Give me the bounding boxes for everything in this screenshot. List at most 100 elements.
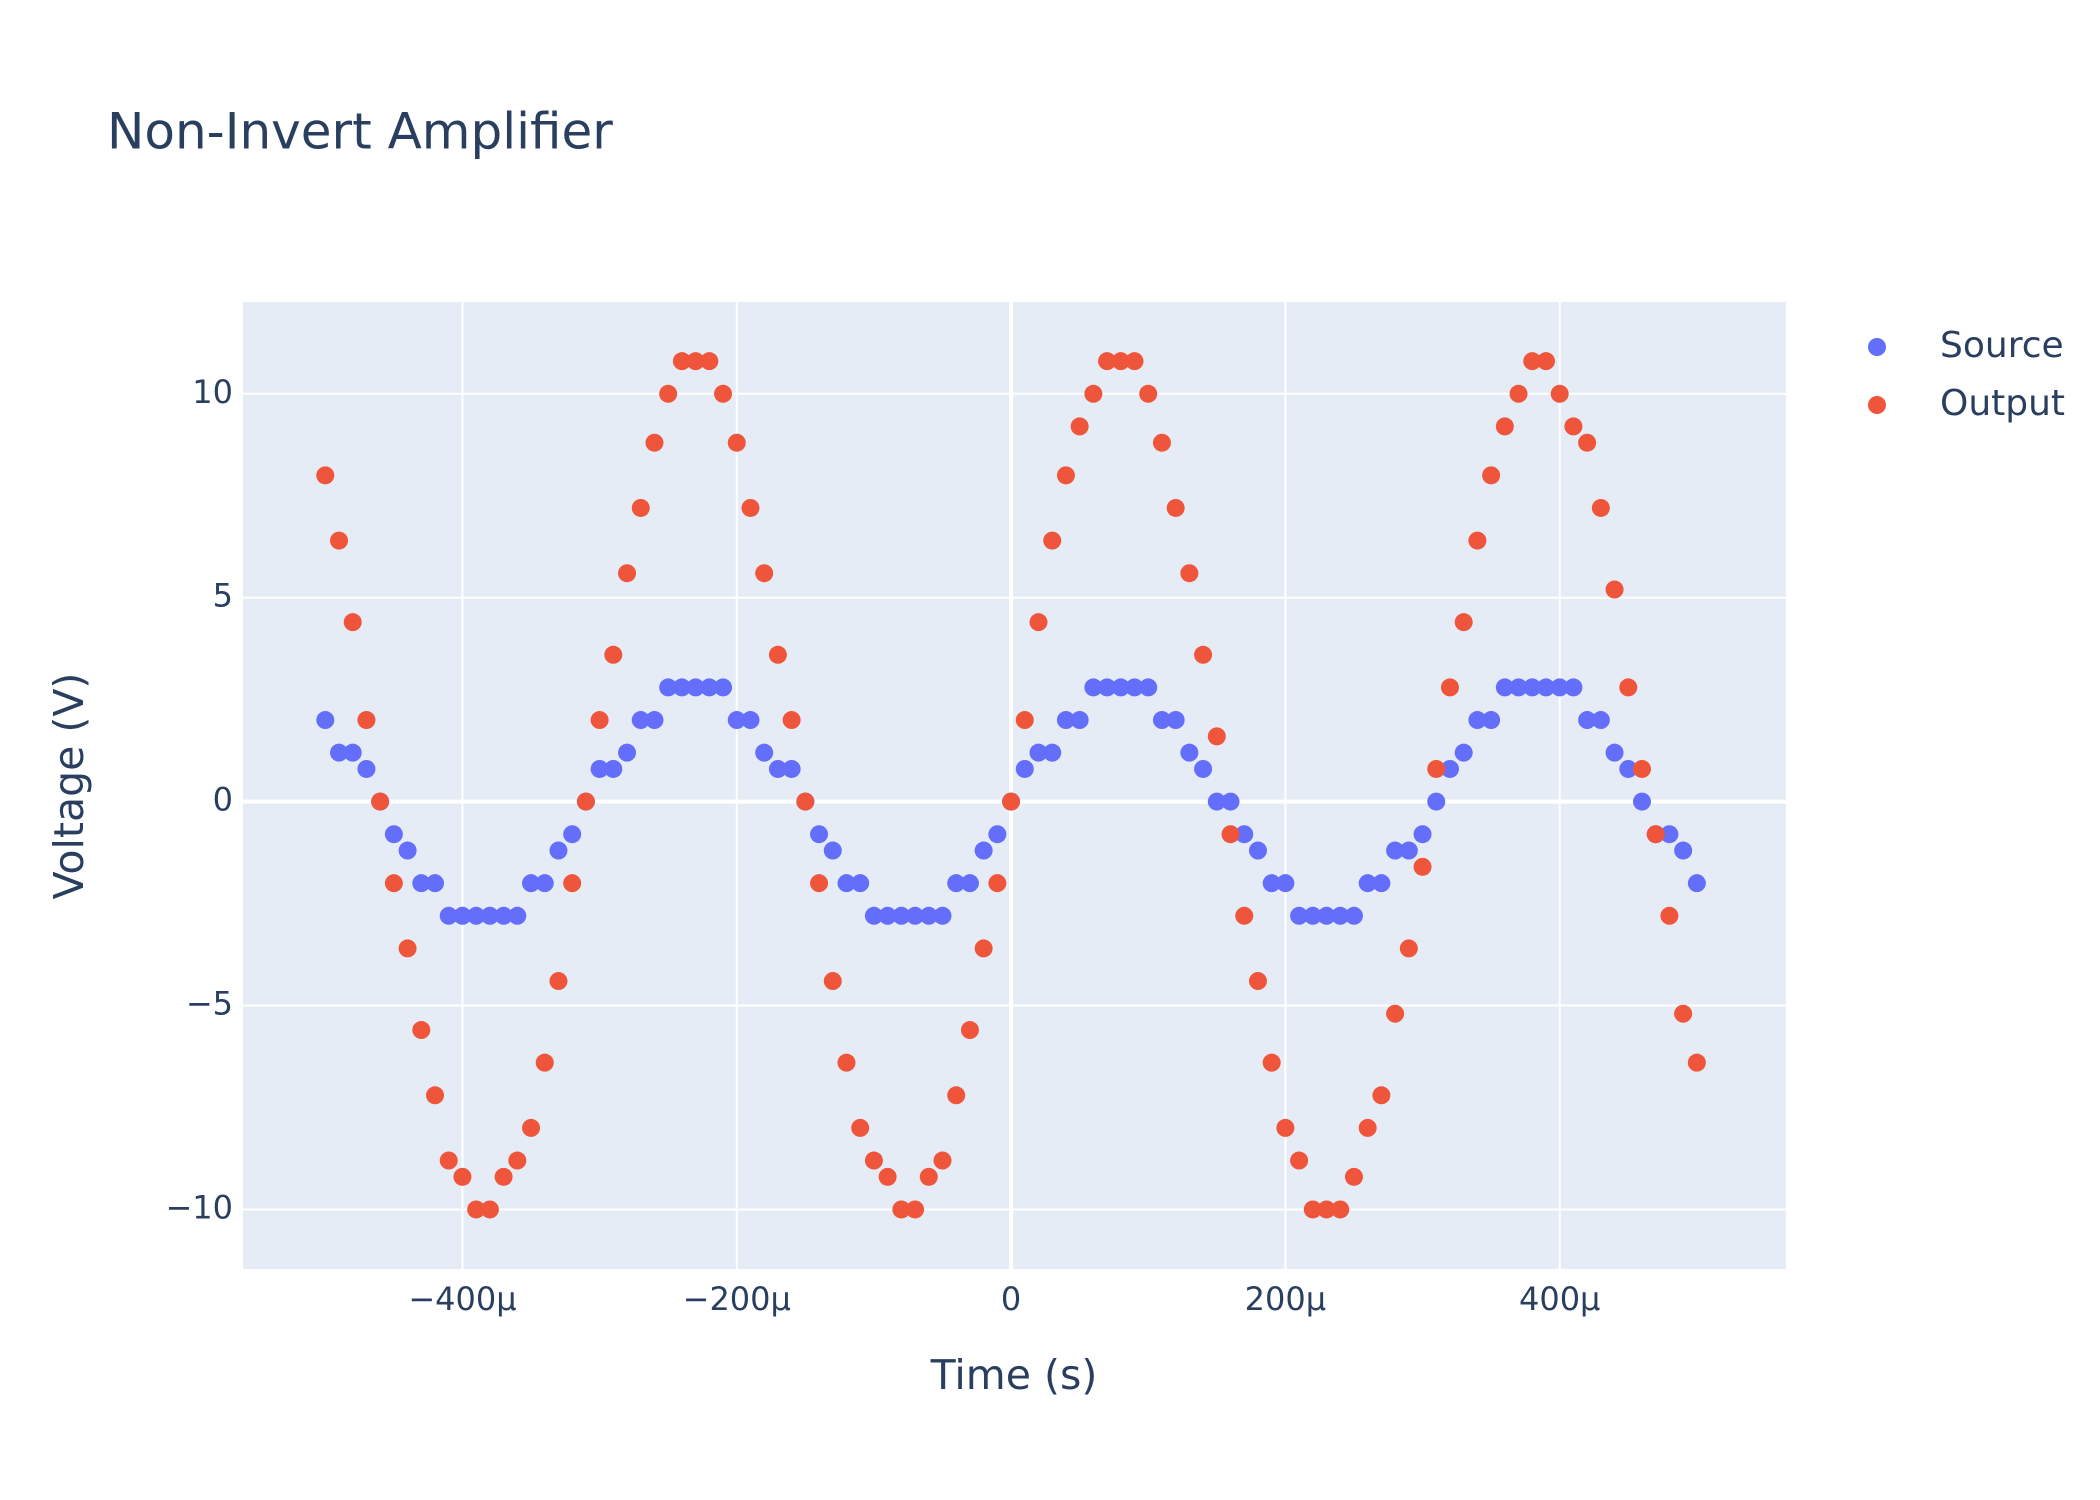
data-point	[755, 743, 774, 762]
data-point	[357, 711, 376, 730]
y-tick-label: 0	[213, 781, 233, 819]
data-point	[494, 906, 513, 925]
data-point	[645, 711, 664, 730]
data-point	[467, 1200, 486, 1219]
data-point	[1043, 531, 1062, 550]
data-point	[1290, 906, 1309, 925]
data-point	[576, 792, 595, 811]
data-point	[1262, 1053, 1281, 1072]
data-point	[316, 711, 335, 730]
data-point	[1235, 906, 1254, 925]
data-point	[878, 1167, 897, 1186]
data-point	[1674, 1004, 1693, 1023]
data-point	[1015, 711, 1034, 730]
data-point	[1632, 759, 1651, 778]
data-point	[590, 759, 609, 778]
data-point	[864, 1151, 883, 1170]
data-point	[1536, 352, 1555, 371]
data-point	[1056, 711, 1075, 730]
data-point	[933, 906, 952, 925]
data-point	[727, 433, 746, 452]
data-point	[1550, 384, 1569, 403]
data-point	[563, 874, 582, 893]
data-point	[1029, 743, 1048, 762]
data-point	[837, 874, 856, 893]
data-point	[1440, 678, 1459, 697]
data-point	[1399, 841, 1418, 860]
data-point	[1043, 743, 1062, 762]
data-point	[960, 1021, 979, 1040]
data-point	[906, 906, 925, 925]
data-point	[782, 759, 801, 778]
y-tick-label: 5	[213, 577, 233, 615]
data-point	[1344, 1167, 1363, 1186]
data-point	[1248, 972, 1267, 991]
data-point	[1591, 498, 1610, 517]
data-point	[384, 825, 403, 844]
data-point	[1427, 792, 1446, 811]
data-point	[412, 874, 431, 893]
data-point	[453, 906, 472, 925]
data-point	[974, 939, 993, 958]
data-point	[1413, 857, 1432, 876]
data-point	[1029, 613, 1048, 632]
x-axis-title: Time (s)	[930, 1351, 1098, 1399]
legend-label: Source	[1940, 325, 2064, 366]
data-point	[1523, 352, 1542, 371]
data-point	[1495, 417, 1514, 436]
data-point	[1386, 841, 1405, 860]
data-point	[1207, 727, 1226, 746]
data-point	[549, 972, 568, 991]
data-point	[768, 759, 787, 778]
data-point	[1111, 678, 1130, 697]
data-point	[1660, 825, 1679, 844]
data-point	[631, 711, 650, 730]
data-point	[1276, 874, 1295, 893]
data-point	[700, 352, 719, 371]
data-point	[988, 825, 1007, 844]
data-point	[1125, 678, 1144, 697]
data-point	[522, 1118, 541, 1137]
legend-marker	[1868, 338, 1886, 356]
data-point	[522, 874, 541, 893]
data-point	[782, 711, 801, 730]
data-point	[700, 678, 719, 697]
data-point	[714, 384, 733, 403]
data-point	[1152, 711, 1171, 730]
data-point	[618, 564, 637, 583]
legend-marker	[1868, 396, 1886, 414]
data-point	[1495, 678, 1514, 697]
data-point	[727, 711, 746, 730]
data-point	[1591, 711, 1610, 730]
data-point	[480, 906, 499, 925]
data-point	[1139, 678, 1158, 697]
data-point	[1687, 874, 1706, 893]
data-point	[439, 1151, 458, 1170]
data-point	[618, 743, 637, 762]
data-point	[1248, 841, 1267, 860]
data-point	[686, 678, 705, 697]
data-point	[741, 711, 760, 730]
data-point	[330, 531, 349, 550]
y-tick-label: 10	[192, 373, 233, 411]
chart-title: Non-Invert Amplifier	[107, 103, 613, 161]
data-point	[1084, 384, 1103, 403]
data-point	[1578, 433, 1597, 452]
data-point	[316, 466, 335, 485]
data-point	[947, 874, 966, 893]
data-point	[1207, 792, 1226, 811]
data-point	[1632, 792, 1651, 811]
data-point	[1468, 711, 1487, 730]
data-point	[384, 874, 403, 893]
data-point	[494, 1167, 513, 1186]
data-point	[1427, 759, 1446, 778]
data-point	[823, 841, 842, 860]
y-tick-label: −10	[165, 1188, 233, 1226]
data-point	[1509, 384, 1528, 403]
data-point	[1015, 759, 1034, 778]
data-point	[1482, 466, 1501, 485]
data-point	[508, 1151, 527, 1170]
data-point	[796, 792, 815, 811]
data-point	[645, 433, 664, 452]
